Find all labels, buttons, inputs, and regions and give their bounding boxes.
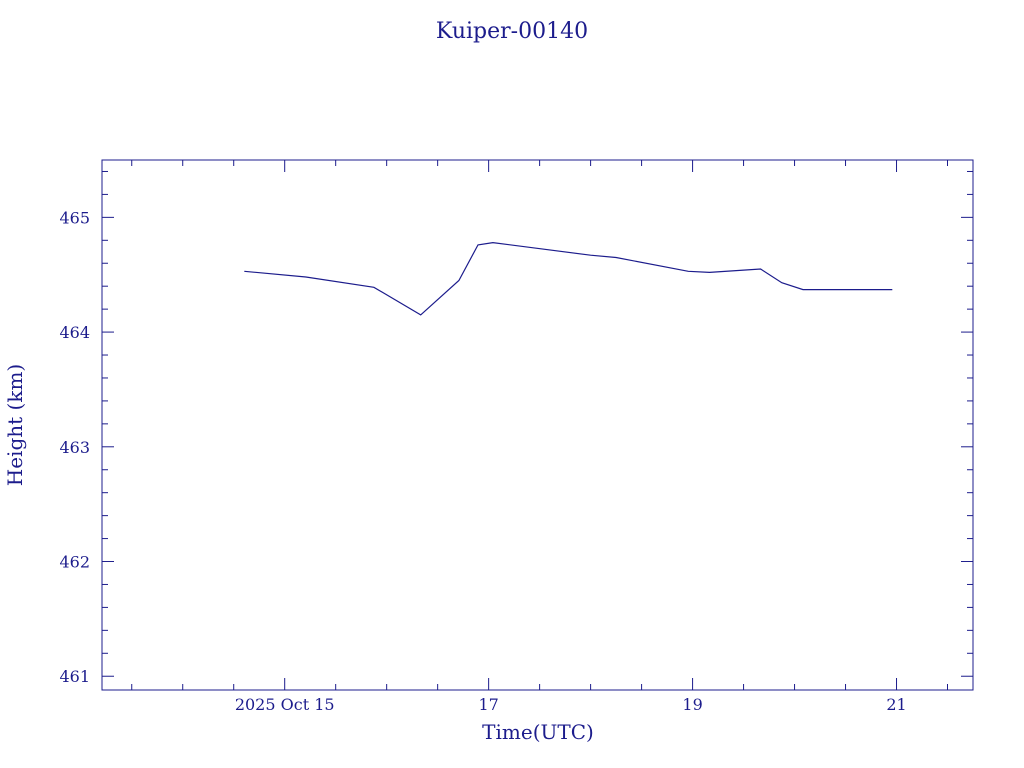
y-tick-label: 461 (59, 667, 90, 686)
y-tick-label: 463 (59, 438, 90, 457)
chart-title: Kuiper-00140 (436, 19, 588, 44)
y-axis-label: Height (km) (3, 364, 27, 486)
x-tick-label: 17 (478, 695, 498, 714)
x-tick-label: 21 (886, 695, 906, 714)
series-layer (244, 241, 893, 316)
x-tick-label: 19 (682, 695, 702, 714)
y-axis: 461 462 463 464 465 (59, 170, 973, 686)
y-tick-label: 465 (59, 208, 90, 227)
plot-frame (101, 159, 974, 691)
y-tick-label: 462 (59, 553, 90, 572)
x-axis-label: Time(UTC) (482, 720, 594, 744)
y-tick-label: 464 (59, 323, 90, 342)
height-series-line (244, 241, 893, 316)
x-axis: 2025 Oct 15 17 19 21 (131, 160, 949, 714)
x-tick-label: 2025 Oct 15 (235, 695, 335, 714)
